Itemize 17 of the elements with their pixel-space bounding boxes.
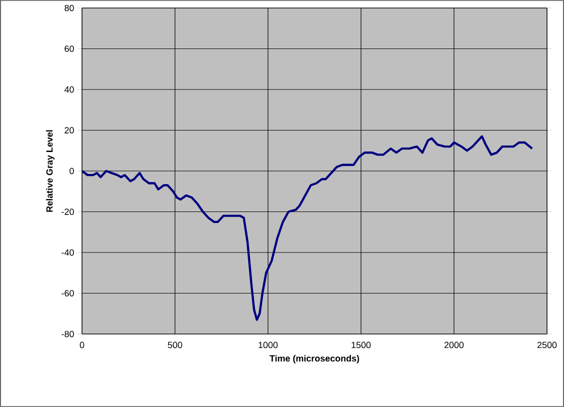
y-tick-label: 0 <box>70 168 74 174</box>
y-tick-label: 20 <box>64 127 74 134</box>
y-axis-title: Relative Gray Level <box>46 130 54 212</box>
x-tick-label: 0 <box>80 342 84 348</box>
x-tick-label: 500 <box>168 342 182 348</box>
x-tick-label: 2500 <box>537 342 557 348</box>
y-tick-label: 40 <box>64 86 74 93</box>
x-tick-label: 2000 <box>444 342 464 348</box>
x-tick-label: 1500 <box>352 342 371 348</box>
y-tick-label: -60 <box>62 290 74 296</box>
y-tick-label: -80 <box>62 330 74 338</box>
x-axis-title: Time (microseconds) <box>270 354 360 364</box>
y-tick-label: 60 <box>64 46 74 52</box>
y-tick-label: 80 <box>64 4 74 12</box>
y-tick-label: -20 <box>62 208 74 215</box>
y-tick-label: -40 <box>62 249 74 256</box>
x-tick-label: 1000 <box>258 342 278 348</box>
